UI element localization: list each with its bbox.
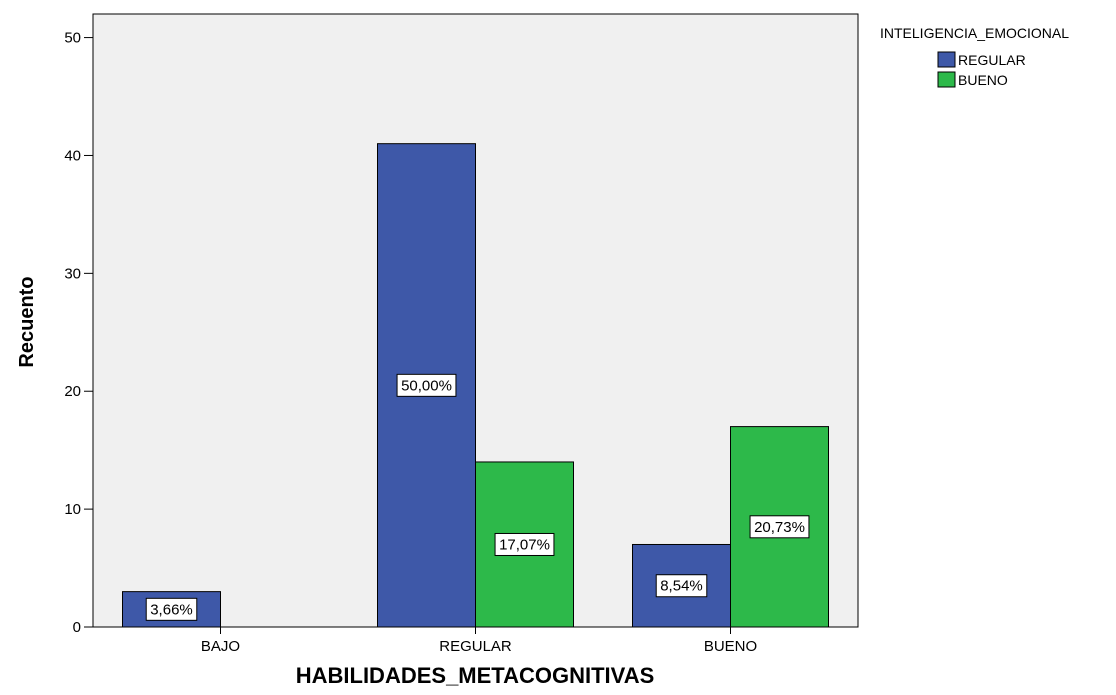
y-axis-title: Recuento: [16, 276, 38, 367]
x-axis-title: HABILIDADES_METACOGNITIVAS: [296, 663, 655, 688]
svg-text:17,07%: 17,07%: [499, 536, 550, 553]
legend-swatch: [937, 71, 956, 88]
data-label: 3,66%: [145, 597, 198, 621]
y-tick-label: 30: [64, 265, 81, 282]
data-label: 50,00%: [396, 373, 457, 397]
data-labels: 3,66% 50,00% 8,54% 17,07% 20,73%: [145, 373, 810, 621]
svg-text:50,00%: 50,00%: [401, 377, 452, 394]
x-tick-label: BAJO: [201, 638, 240, 655]
x-tick-label: REGULAR: [439, 638, 512, 655]
y-tick-label: 40: [64, 147, 81, 164]
data-label: 20,73%: [749, 515, 810, 539]
data-label: 17,07%: [494, 532, 555, 556]
svg-text:8,54%: 8,54%: [660, 578, 703, 595]
y-tick-label: 50: [64, 30, 81, 47]
legend: INTELIGENCIA_EMOCIONAL REGULAR BUENO: [880, 25, 1069, 88]
data-label: 8,54%: [655, 574, 708, 598]
y-tick-label: 20: [64, 383, 81, 400]
bars: [122, 143, 829, 628]
y-axis: 0 10 20 30 40 50: [64, 30, 93, 636]
x-tick-label: BUENO: [704, 638, 757, 655]
legend-title: INTELIGENCIA_EMOCIONAL: [880, 25, 1069, 41]
svg-text:3,66%: 3,66%: [150, 601, 193, 618]
legend-label: BUENO: [958, 72, 1008, 88]
legend-swatch: [937, 51, 956, 68]
legend-label: REGULAR: [958, 52, 1026, 68]
y-tick-label: 0: [73, 619, 81, 636]
svg-text:20,73%: 20,73%: [754, 519, 805, 536]
x-axis: BAJO REGULAR BUENO: [201, 627, 757, 655]
y-tick-label: 10: [64, 501, 81, 518]
bar: [475, 461, 574, 628]
